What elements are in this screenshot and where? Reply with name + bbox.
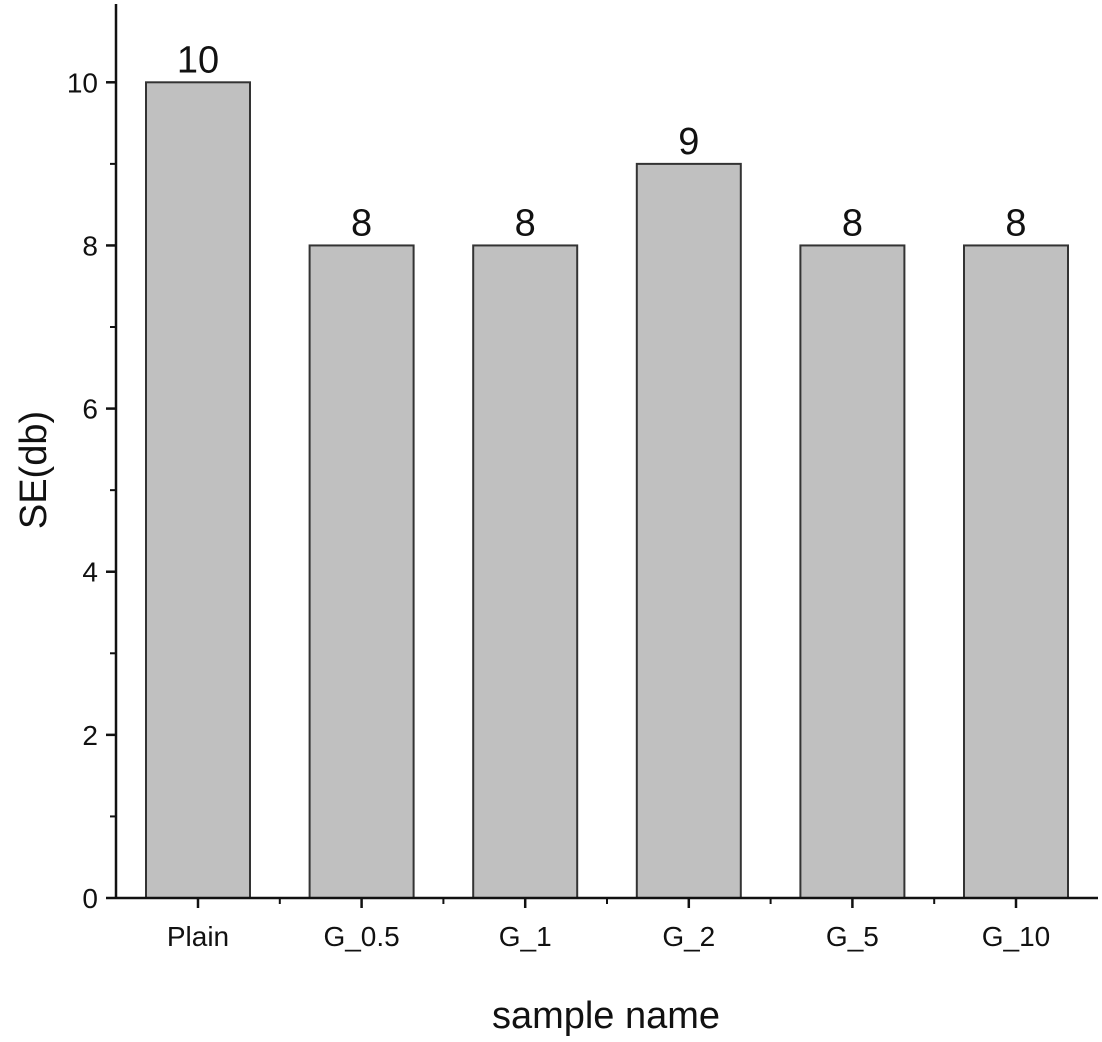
bar-g-0-5 (308, 244, 415, 899)
x-axis-title: sample name (492, 995, 720, 1037)
data-labels: 10 8 8 9 8 8 (177, 39, 1027, 244)
data-label: 8 (515, 202, 536, 244)
y-tick-label: 8 (82, 230, 98, 261)
x-ticks: Plain G_0.5 G_1 G_2 G_5 G_10 (167, 898, 1050, 952)
y-tick-label: 2 (82, 720, 98, 751)
y-tick-label: 6 (82, 394, 98, 425)
data-label: 10 (177, 39, 219, 81)
bar-plain (145, 81, 251, 899)
y-tick-label: 10 (67, 67, 98, 98)
bar-g-2 (635, 162, 742, 899)
x-tick-label: Plain (167, 921, 229, 952)
y-tick-label: 0 (82, 883, 98, 914)
y-tick-label: 4 (82, 557, 98, 588)
x-tick-label: G_0.5 (323, 921, 399, 952)
data-label: 8 (1005, 202, 1026, 244)
x-tick-label: G_10 (982, 921, 1051, 952)
y-ticks: 0 2 4 6 8 10 (67, 67, 116, 914)
bar-g-10 (963, 244, 1069, 899)
data-label: 8 (351, 202, 372, 244)
bar-g-1 (472, 244, 579, 899)
bars-layer (145, 81, 1069, 899)
data-label: 9 (678, 121, 699, 163)
x-tick-label: G_5 (826, 921, 879, 952)
bar-g-5 (799, 244, 906, 899)
axes-layer (114, 4, 1098, 900)
y-axis-title: SE(db) (13, 411, 55, 529)
data-label: 8 (842, 202, 863, 244)
x-tick-label: G_2 (662, 921, 715, 952)
x-tick-label: G_1 (499, 921, 552, 952)
